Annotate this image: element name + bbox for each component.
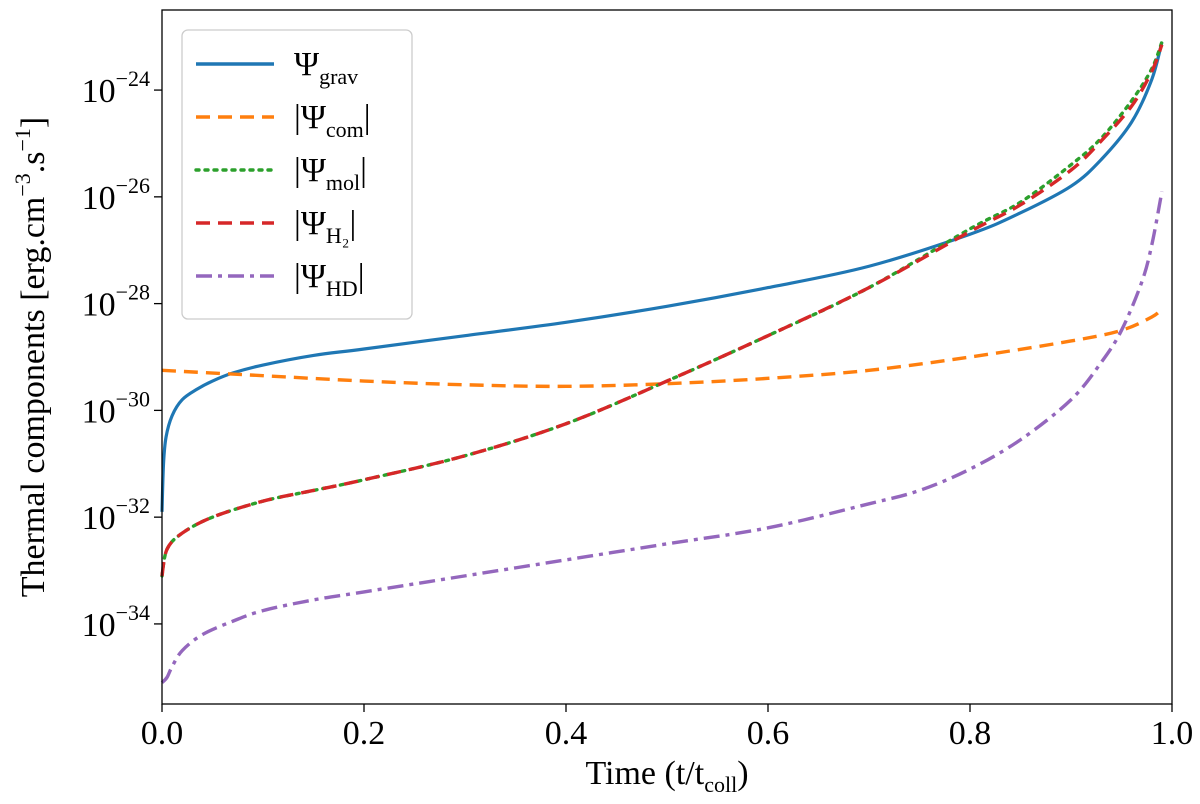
series-line-H [160,44,1164,577]
y-tick-exponent: −26 [116,173,150,198]
y-tick-exponent: −28 [116,280,150,305]
legend-subscript: com [326,117,364,142]
y-tick-label: 10−28 [82,280,150,324]
y-axis-title-prefix: Thermal components [erg.cm [15,197,52,598]
legend-entry-label: |Ψmol| [294,152,367,195]
legend-abs-bar: | [294,99,301,136]
series-line-grav [160,41,1164,512]
y-tick-label: 10−24 [82,66,150,110]
y-axis-title: Thermal components [erg.cm−3.s−1] [10,117,52,598]
y-tick-base: 10 [82,73,116,110]
y-axis-title-mid: .s [15,151,52,173]
legend-subscript: mol [326,170,360,195]
legend: Ψgrav|Ψcom||Ψmol||ΨH₂||ΨHD| [181,29,413,320]
legend-abs-bar: | [294,152,301,189]
legend-entry-label: |ΨHD| [294,258,365,301]
y-tick-base: 10 [82,180,116,217]
legend-subscript: H₂ [326,223,350,248]
series-layer [160,40,1164,684]
y-tick-exponent: −30 [116,386,150,411]
legend-symbol: Ψ [301,152,326,189]
y-tick-label: 10−30 [82,386,150,430]
legend-box [181,29,413,320]
y-axis-title-sup1: −3 [10,173,35,196]
legend-symbol: Ψ [301,205,326,242]
legend-abs-bar: | [360,152,367,189]
x-tick-label: 0.2 [343,715,386,752]
legend-entry-label: |Ψcom| [294,99,371,142]
legend-symbol: Ψ [294,46,319,83]
y-tick-exponent: −24 [116,66,150,91]
x-axis-title: Time (t/tcoll) [585,755,748,797]
x-axis-title-end: ) [737,755,748,792]
legend-symbol: Ψ [301,258,326,295]
plot-frame [161,9,1173,705]
x-axis-title-sub: coll [704,772,737,797]
x-tick-label: 0.0 [141,715,184,752]
y-axis-title-sup2: −1 [10,128,35,151]
y-tick-label: 10−34 [82,600,150,644]
legend-symbol: Ψ [301,99,326,136]
legend-entry-label: Ψgrav [294,46,358,89]
y-tick-label: 10−26 [82,173,150,217]
y-tick-base: 10 [82,287,116,324]
y-axis-title-end: ] [15,117,52,128]
legend-entry-label: |ΨH₂| [294,205,356,248]
legend-abs-bar: | [349,205,356,242]
x-tick-label: 0.6 [747,715,790,752]
y-tick-exponent: −34 [116,600,150,625]
y-tick-base: 10 [82,607,116,644]
legend-abs-bar: | [358,258,365,295]
legend-abs-bar: | [364,99,371,136]
x-axis-title-main: Time (t/t [585,755,704,792]
x-tick-label: 1.0 [1151,715,1194,752]
x-tick-label: 0.8 [949,715,992,752]
y-tick-exponent: −32 [116,493,150,518]
y-tick-base: 10 [82,393,116,430]
legend-subscript: HD [326,276,358,301]
y-tick-label: 10−32 [82,493,150,537]
x-tick-label: 0.4 [545,715,588,752]
y-tick-base: 10 [82,500,116,537]
legend-subscript: grav [319,64,358,89]
series-line-com [161,307,1164,389]
legend-abs-bar: | [294,258,301,295]
legend-abs-bar: | [294,205,301,242]
x-axis-ticks: 0.0 0.2 0.4 0.6 0.8 1.0 [141,704,1194,752]
